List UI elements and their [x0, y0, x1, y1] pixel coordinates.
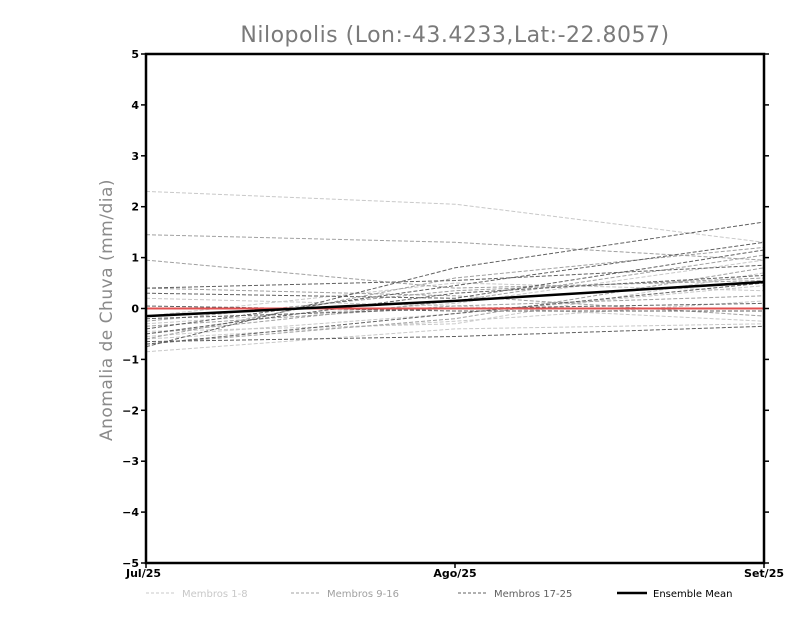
y-tick-label: −4: [122, 506, 139, 519]
series-line-m10: [145, 259, 765, 289]
legend-label-1: Membros 1-8: [182, 589, 248, 600]
series-line-m08: [145, 285, 765, 337]
series-line-m17: [145, 221, 765, 348]
series-line-m18: [145, 282, 765, 345]
x-tick-label: Ago/25: [433, 567, 476, 580]
y-tick-label: 2: [131, 201, 139, 214]
y-tick-label: 1: [131, 252, 139, 265]
series-line-m15: [145, 277, 765, 322]
series-line-m04: [145, 259, 765, 325]
legend-label-3: Membros 17-25: [494, 589, 572, 600]
x-tick-label: Set/25: [744, 567, 784, 580]
y-tick-label: 4: [131, 99, 139, 112]
series-line-m03: [145, 300, 765, 340]
y-tick-label: −2: [122, 404, 139, 417]
series-line-m14: [145, 287, 765, 317]
y-tick-label: −3: [122, 455, 139, 468]
series-line-m25: [145, 274, 765, 335]
series-line-m19: [145, 249, 765, 299]
legend: Membros 1-8 Membros 9-16 Membros 17-25 Ense…: [146, 589, 732, 600]
series-line-m16: [145, 246, 765, 340]
y-tick-label: 0: [131, 303, 139, 316]
y-tick-label: −1: [122, 353, 139, 366]
y-tick-label: 3: [131, 150, 139, 163]
series-line-m02: [145, 323, 765, 353]
y-tick-label: −5: [122, 557, 139, 570]
series-line-m01: [145, 190, 765, 243]
series-line-m20: [145, 241, 765, 330]
series-line-m12: [145, 267, 765, 345]
series-line-m23: [145, 325, 765, 343]
x-tick-label: Jul/25: [125, 567, 161, 580]
y-tick-label: 5: [131, 48, 139, 61]
axis-layer: −5 −4 −3 −2 −1 0 1 2 3 4 5 Jul/25 Ago/25 Set/25: [122, 48, 784, 580]
ensemble-mean-line: [145, 280, 765, 318]
y-axis-label: Anomalia de Chuva (mm/dia): [97, 179, 117, 441]
series-line-m24: [145, 264, 765, 289]
legend-label-2: Membros 9-16: [327, 589, 399, 600]
series-line-m11: [145, 254, 765, 335]
series-line-m13: [145, 295, 765, 327]
series-layer: [145, 190, 765, 353]
legend-label-4: Ensemble Mean: [653, 589, 732, 600]
series-line-m09: [145, 234, 765, 261]
chart-title: Nilopolis (Lon:-43.4233,Lat:-22.8057): [240, 23, 669, 48]
